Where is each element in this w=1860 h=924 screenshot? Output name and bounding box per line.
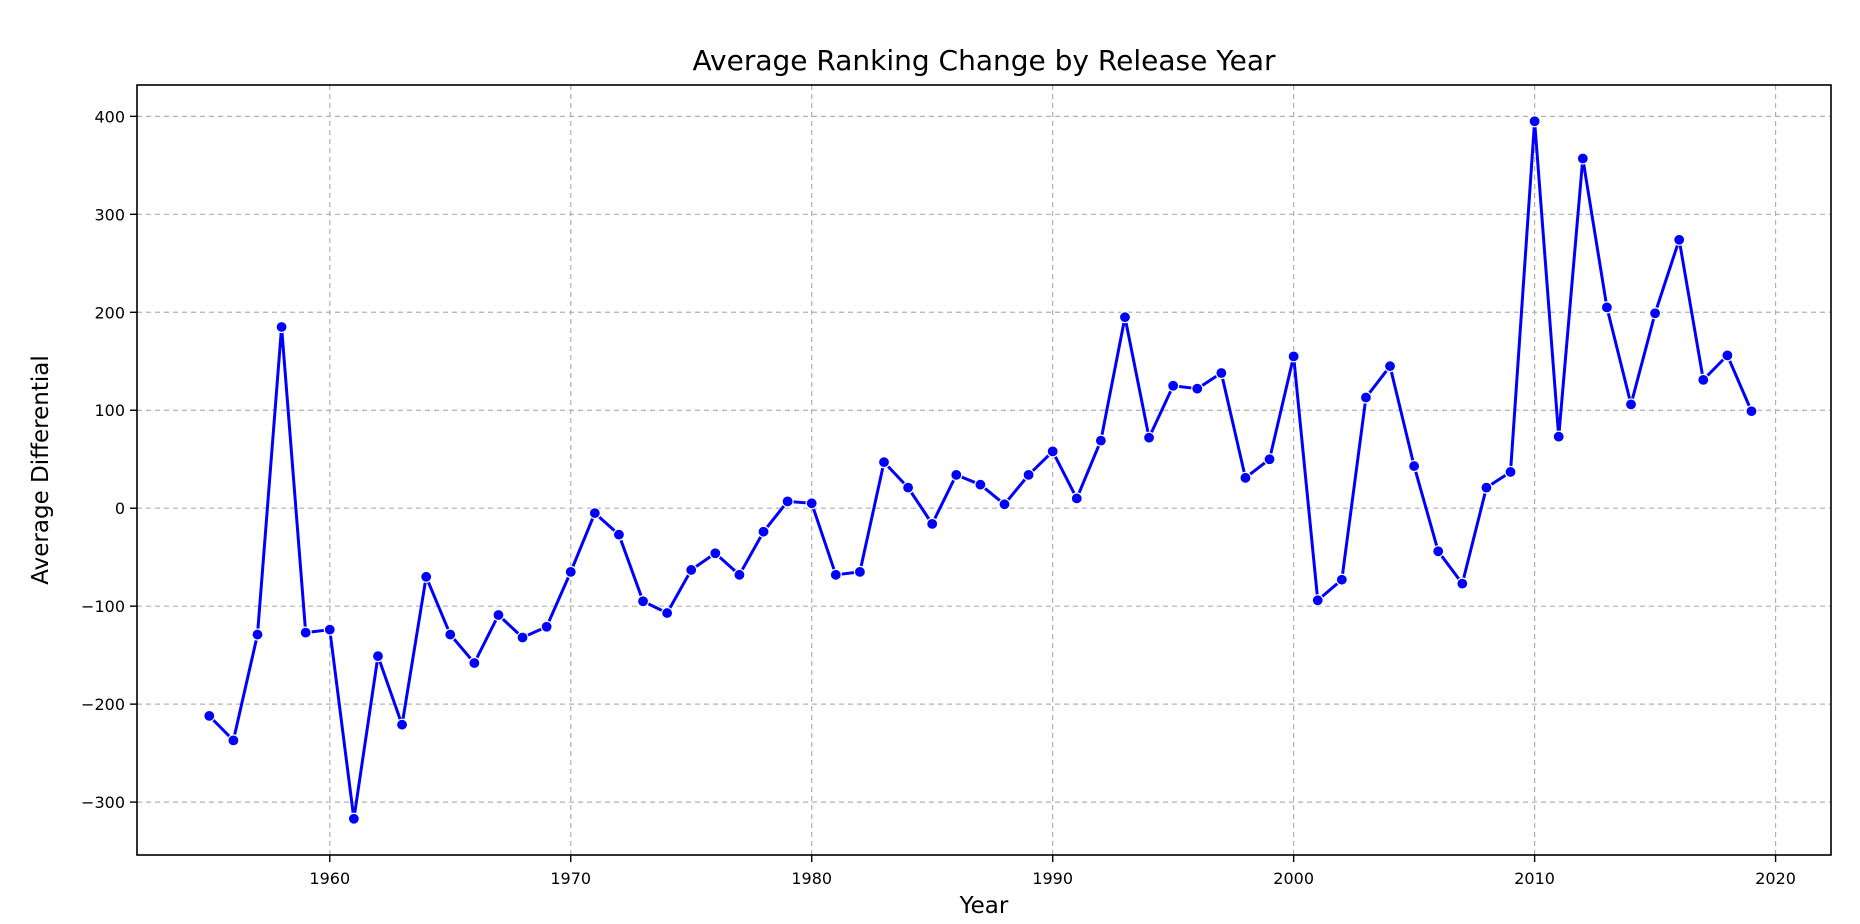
series-layer (203, 115, 1758, 825)
x-axis-ticks: 1960 1970 1980 1990 2000 2010 2020 (309, 855, 1796, 888)
data-point (1697, 373, 1710, 386)
data-point (1335, 573, 1348, 586)
y-tick-label: 400 (94, 107, 125, 126)
data-point (1673, 233, 1686, 246)
data-point (636, 595, 650, 608)
data-point (251, 628, 264, 641)
data-point (299, 626, 312, 639)
data-point (853, 565, 867, 578)
chart-title: Average Ranking Change by Release Year (693, 44, 1276, 77)
data-point (612, 528, 626, 541)
data-point (1432, 545, 1445, 558)
data-point (1600, 301, 1614, 314)
data-point (468, 656, 481, 670)
data-point (1456, 577, 1469, 590)
data-point (1094, 434, 1107, 447)
data-point (323, 623, 336, 636)
data-point (588, 507, 601, 520)
x-tick-label: 1970 (550, 869, 591, 888)
data-point (781, 495, 794, 508)
x-tick-label: 1960 (309, 869, 350, 888)
data-point (564, 565, 577, 578)
data-point (1721, 349, 1734, 362)
data-point (1359, 391, 1373, 404)
data-point (1624, 398, 1638, 411)
y-tick-label: −200 (81, 695, 125, 714)
data-point (1263, 453, 1276, 466)
data-point (1118, 311, 1132, 324)
data-point (395, 718, 409, 731)
data-point (1504, 465, 1517, 479)
data-point (540, 620, 553, 633)
data-point (1528, 115, 1541, 128)
data-point (1046, 445, 1059, 458)
data-point (1239, 471, 1252, 484)
x-tick-label: 2010 (1514, 869, 1555, 888)
grid-lines (137, 85, 1831, 855)
x-tick-label: 2000 (1273, 869, 1314, 888)
data-point (1648, 307, 1662, 320)
data-point (275, 320, 288, 334)
data-point (661, 606, 674, 620)
data-point (347, 812, 360, 825)
data-point (901, 481, 915, 494)
data-point (877, 456, 891, 469)
y-tick-label: −100 (81, 597, 125, 616)
data-point (685, 563, 698, 577)
data-point (1552, 430, 1565, 443)
data-point (1408, 459, 1421, 473)
data-point (950, 468, 963, 481)
data-point (709, 547, 722, 560)
y-tick-label: 300 (94, 205, 125, 224)
y-tick-label: 0 (115, 499, 125, 518)
data-point (1383, 360, 1397, 373)
data-point (1287, 350, 1300, 363)
y-tick-label: 200 (94, 303, 125, 322)
x-tick-label: 1980 (791, 869, 832, 888)
plot-frame (136, 84, 1832, 856)
y-tick-label: 100 (94, 401, 125, 420)
data-point (998, 498, 1011, 511)
data-point (757, 525, 770, 538)
data-point (203, 709, 216, 722)
x-tick-label: 1990 (1032, 869, 1073, 888)
data-point (1142, 431, 1156, 444)
data-point (926, 517, 939, 530)
y-axis-ticks: 400 300 200 100 0 −100 −200 −300 (81, 107, 137, 812)
data-point (1167, 379, 1180, 392)
data-point (1070, 492, 1083, 505)
data-point (805, 497, 818, 510)
data-point (1215, 366, 1228, 380)
data-point (1022, 468, 1035, 481)
y-axis-label: Average Differential (28, 355, 54, 584)
data-point (974, 478, 987, 491)
data-point (733, 568, 746, 581)
data-point (444, 628, 457, 641)
data-point (1480, 481, 1493, 494)
data-point (1311, 594, 1324, 607)
data-point (829, 568, 842, 581)
data-point (1745, 405, 1758, 418)
data-point (492, 608, 505, 622)
data-point (1191, 382, 1204, 395)
data-point (420, 570, 433, 583)
data-point (227, 734, 240, 747)
x-tick-label: 2020 (1755, 869, 1796, 888)
data-point (1576, 152, 1589, 165)
y-tick-label: −300 (81, 793, 125, 812)
data-point (371, 650, 385, 663)
x-axis-label: Year (959, 893, 1009, 919)
data-point (516, 631, 529, 644)
